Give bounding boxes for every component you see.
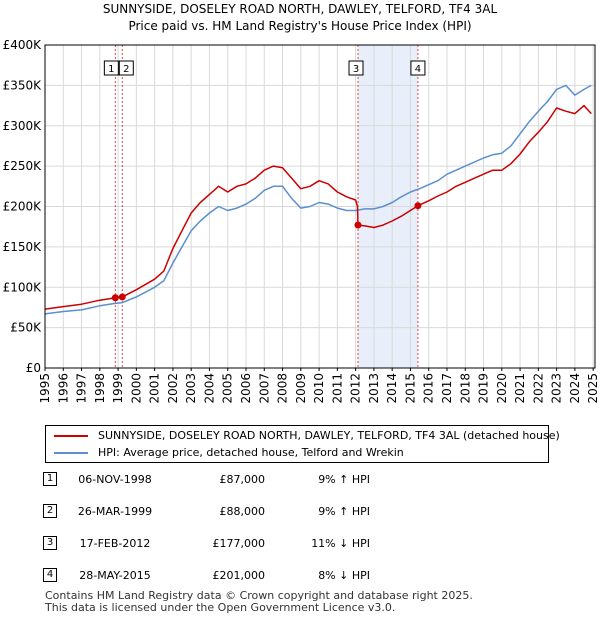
series-line-property — [44, 104, 592, 310]
x-tick-label: 2000 — [129, 373, 143, 404]
x-tick-label: 2020 — [495, 373, 509, 404]
x-tick-label: 2024 — [568, 373, 582, 404]
x-tick-label: 2015 — [403, 373, 417, 404]
sale-number-label: 1 — [108, 64, 114, 75]
transaction-number-badge: 3 — [43, 536, 57, 550]
x-tick-label: 1995 — [38, 373, 52, 404]
x-tick-label: 2018 — [458, 373, 472, 404]
x-tick-label: 2009 — [294, 373, 308, 404]
x-tick-label: 2011 — [330, 373, 344, 404]
legend-label-property: SUNNYSIDE, DOSELEY ROAD NORTH, DAWLEY, T… — [98, 429, 560, 442]
transaction-hpi-diff: 8% ↓ HPI — [318, 569, 370, 582]
x-tick-label: 2022 — [531, 373, 545, 404]
transaction-date: 06-NOV-1998 — [78, 473, 152, 486]
chart-subtitle: Price paid vs. HM Land Registry's House … — [128, 19, 471, 33]
chart-title: SUNNYSIDE, DOSELEY ROAD NORTH, DAWLEY, T… — [103, 2, 498, 16]
transaction-row: 4 28-MAY-2015 £201,000 8% ↓ HPI — [0, 566, 600, 586]
transaction-price: £88,000 — [219, 505, 266, 518]
x-tick-label: 2007 — [257, 373, 271, 404]
x-tick-label: 2004 — [202, 373, 216, 404]
transaction-hpi-diff: 11% ↓ HPI — [311, 537, 370, 550]
y-tick-label: £50K — [10, 321, 42, 335]
legend: SUNNYSIDE, DOSELEY ROAD NORTH, DAWLEY, T… — [45, 425, 560, 463]
sale-point — [414, 202, 422, 210]
y-tick-label: £0 — [26, 361, 41, 375]
legend-line-hpi-swatch — [54, 452, 88, 454]
x-tick-label: 2017 — [440, 373, 454, 404]
transaction-number-badge: 4 — [43, 568, 57, 582]
legend-label-hpi: HPI: Average price, detached house, Telf… — [98, 446, 404, 459]
x-tick-label: 2001 — [148, 373, 162, 404]
plot-area: 1 2 3 4 £0 £50K £100K £150K £200K £250K £300K £350K… — [3, 38, 600, 404]
sale-point — [354, 221, 362, 229]
x-tick-label: 2025 — [586, 373, 600, 404]
y-tick-label: £150K — [3, 240, 43, 254]
transaction-date: 28-MAY-2015 — [79, 569, 151, 582]
transaction-number-badge: 1 — [43, 472, 57, 486]
y-tick-label: £400K — [3, 38, 43, 52]
transaction-price: £177,000 — [212, 537, 266, 550]
transaction-row: 2 26-MAR-1999 £88,000 9% ↑ HPI — [0, 502, 600, 522]
transaction-row: 1 06-NOV-1998 £87,000 9% ↑ HPI — [0, 470, 600, 490]
x-tick-label: 2016 — [422, 373, 436, 404]
transaction-date: 26-MAR-1999 — [77, 505, 153, 518]
series-line-hpi — [44, 84, 592, 315]
sale-number-box — [348, 60, 364, 76]
x-tick-label: 2023 — [550, 373, 564, 404]
transaction-price: £87,000 — [219, 473, 266, 486]
legend-item-property: SUNNYSIDE, DOSELEY ROAD NORTH, DAWLEY, T… — [54, 428, 560, 444]
footer-line-licence: This data is licensed under the Open Gov… — [45, 601, 396, 614]
y-tick-label: £350K — [3, 78, 43, 92]
y-tick-label: £300K — [3, 119, 43, 133]
x-tick-label: 1998 — [93, 373, 107, 404]
sale-number-box — [103, 60, 119, 76]
x-tick-label: 2002 — [166, 373, 180, 404]
transaction-hpi-diff: 9% ↑ HPI — [318, 505, 370, 518]
x-tick-label: 2013 — [367, 373, 381, 404]
transaction-price: £201,000 — [212, 569, 266, 582]
footer-line-copyright: Contains HM Land Registry data © Crown c… — [45, 589, 473, 602]
transaction-number-badge: 2 — [43, 504, 57, 518]
x-tick-label: 2010 — [312, 373, 326, 404]
sale-point — [118, 293, 126, 301]
y-tick-label: £250K — [3, 159, 43, 173]
y-tick-label: £100K — [3, 280, 43, 294]
transaction-row: 3 17-FEB-2012 £177,000 11% ↓ HPI — [0, 534, 600, 554]
plot-frame — [44, 44, 596, 369]
transaction-date: 17-FEB-2012 — [79, 537, 151, 550]
x-tick-label: 2012 — [349, 373, 363, 404]
x-tick-label: 1999 — [111, 373, 125, 404]
price-chart: SUNNYSIDE, DOSELEY ROAD NORTH, DAWLEY, T… — [3, 2, 600, 404]
y-tick-label: £200K — [3, 200, 43, 214]
footer-attribution: Contains HM Land Registry data © Crown c… — [45, 590, 473, 614]
x-tick-label: 1996 — [56, 373, 70, 404]
x-tick-label: 2014 — [385, 373, 399, 404]
x-tick-label: 2006 — [239, 373, 253, 404]
x-tick-label: 2019 — [477, 373, 491, 404]
sale-number-label: 4 — [415, 64, 421, 75]
x-tick-label: 1997 — [75, 373, 89, 404]
x-tick-label: 2005 — [221, 373, 235, 404]
legend-line-property-swatch — [54, 435, 88, 437]
sale-point — [111, 294, 119, 302]
x-tick-label: 2021 — [513, 373, 527, 404]
transaction-hpi-diff: 9% ↑ HPI — [318, 473, 370, 486]
sale-number-label: 2 — [123, 64, 129, 75]
legend-item-hpi: HPI: Average price, detached house, Telf… — [54, 445, 404, 461]
x-tick-label: 2003 — [184, 373, 198, 404]
sale-number-box — [118, 60, 134, 76]
sale-number-box — [410, 60, 426, 76]
sale-number-label: 3 — [353, 64, 359, 75]
x-tick-label: 2008 — [276, 373, 290, 404]
